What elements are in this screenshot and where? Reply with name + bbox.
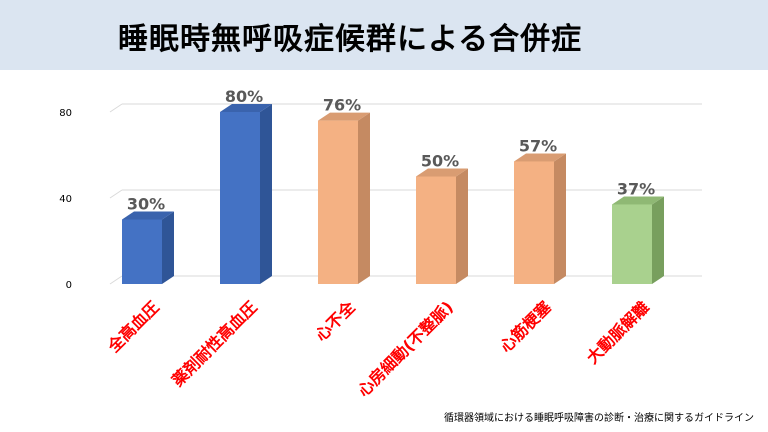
data-label: 30% [127,195,165,214]
bar-front [514,161,554,284]
source-note: 循環器領域における睡眠呼吸障害の診断・治療に関するガイドライン [444,413,754,424]
data-label: 50% [421,152,459,171]
bar-top [122,211,174,220]
bar [514,153,566,284]
category-label: 薬剤耐性高血圧 [167,297,260,390]
bar-top [220,104,272,112]
bar-side [260,104,272,284]
bar-side [162,211,174,284]
bar-top [514,153,566,162]
category-label: 心不全 [311,297,359,345]
bar-side [456,168,468,284]
data-label: 80% [225,87,263,106]
gridline-depth [109,189,123,199]
bar [122,211,174,284]
gridline-depth [109,103,123,113]
bar-front [122,219,162,284]
category-label: 全高血圧 [103,297,162,356]
y-axis-ticks: 0 40 80 [59,108,72,291]
data-labels: 30% 80% 76% 50% 57% 37% [127,87,655,214]
bar-front [220,112,260,284]
data-label: 37% [617,179,655,198]
bar [220,104,272,284]
y-tick-label: 40 [59,194,72,205]
bar-side [554,153,566,284]
bars [122,104,664,284]
data-label: 57% [519,136,557,155]
category-label: 大動脈解離 [583,297,653,367]
bar-front [612,204,652,284]
bar-front [318,120,358,284]
title-banner: 睡眠時無呼吸症候群による合併症 [0,0,768,70]
y-tick-label: 80 [59,108,72,119]
bar-top [416,168,468,177]
bar [612,196,664,284]
bar-top [612,196,664,205]
data-label: 76% [323,96,361,115]
bar [416,168,468,284]
bar-side [652,196,664,284]
chart-title: 睡眠時無呼吸症候群による合併症 [118,22,583,57]
category-label: 心筋梗塞 [496,297,555,356]
gridline-depth [109,275,123,285]
bar-top [318,112,370,121]
bar-front [416,176,456,284]
category-label: 心房細動(不整脈) [354,297,457,400]
gridlines [109,103,702,285]
y-tick-label: 0 [66,280,72,291]
bar [318,112,370,284]
bar-side [358,112,370,284]
